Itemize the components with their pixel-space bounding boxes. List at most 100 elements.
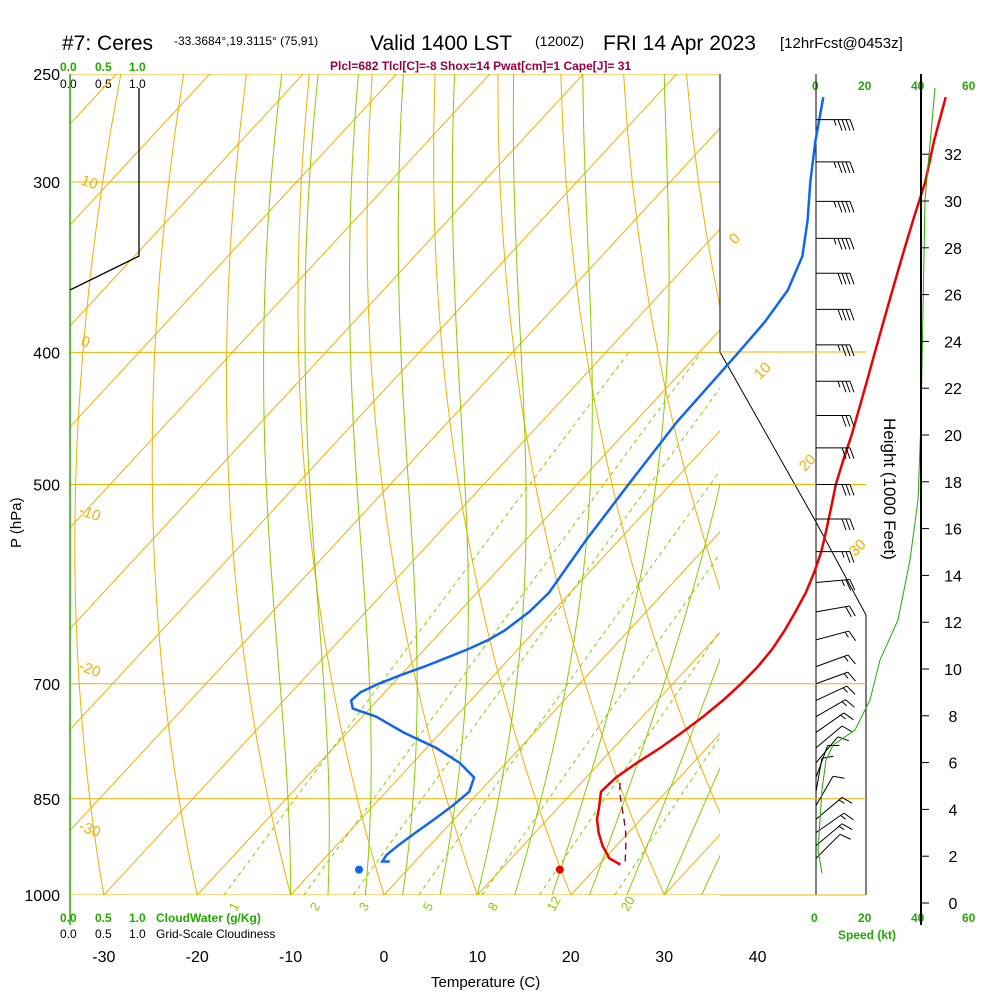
- height-tick-label: 20: [944, 428, 962, 445]
- isotherm-line: [383, 531, 720, 895]
- wind-barb-flag: [845, 606, 852, 618]
- moist-adiabat-line: [589, 482, 720, 895]
- temperature-tick-label: 0: [380, 949, 389, 966]
- wind-barb: [815, 579, 856, 591]
- wind-barb-flag: [841, 447, 847, 460]
- mixing-ratio-label: 12: [544, 893, 564, 913]
- wind-barb-half-flag: [833, 238, 837, 245]
- wind-barb: [816, 200, 855, 213]
- wind-barb: [816, 551, 855, 563]
- moist-adiabat-line: [626, 657, 720, 895]
- wind-speed-top-20: 20: [858, 79, 872, 93]
- wind-barb-staff: [815, 579, 850, 584]
- height-tick-label: 10: [944, 662, 962, 679]
- pressure-tick-label: 300: [33, 175, 60, 192]
- wind-barb: [815, 833, 851, 859]
- wind-barb-half-flag: [833, 161, 837, 169]
- wind-barb: [815, 755, 834, 792]
- surface-temperature-dot: [555, 865, 564, 874]
- wind-speed-top-40: 40: [911, 79, 925, 93]
- wind-barb: [816, 237, 855, 250]
- dry-adiabat-line: [366, 74, 478, 895]
- wind-barb-half-flag: [841, 580, 845, 587]
- wind-barb: [815, 725, 853, 749]
- wind-speed-label: Speed (kt): [838, 928, 896, 942]
- wind-barb: [815, 823, 853, 847]
- wind-barb: [816, 344, 855, 357]
- wind-barb: [815, 605, 856, 618]
- wind-barb: [815, 775, 845, 806]
- wind-barb-half-flag: [838, 799, 845, 804]
- height-tick-label: 8: [949, 709, 958, 726]
- wind-barb-flag: [845, 699, 855, 708]
- wind-barb-flag: [849, 518, 855, 531]
- height-tick-label: 22: [944, 381, 962, 398]
- wind-barb-flag: [843, 812, 854, 821]
- height-tick-label: 6: [949, 756, 958, 773]
- wind-barb-flag: [841, 273, 847, 285]
- isotherm-line: [70, 74, 397, 428]
- dry-adiabat-label: 0: [79, 333, 93, 352]
- cloud-scale-top-green-2: 1.0: [129, 60, 146, 74]
- mixing-ratio-line: [303, 352, 702, 895]
- station-coords: -33.3684°,19.3115° (75,91): [174, 34, 318, 48]
- wind-barb-flag: [845, 161, 851, 174]
- wind-barb-flag: [845, 273, 851, 285]
- wind-barb-flag: [849, 579, 856, 591]
- wind-barb-staff: [815, 699, 846, 718]
- wind-barb-flag: [841, 797, 853, 804]
- pressure-tick-label: 250: [33, 67, 60, 84]
- dry-adiabat-label: 30: [846, 536, 870, 560]
- cloud-scale-top-black-0: 0.0: [60, 77, 77, 91]
- mixing-ratio-line: [418, 469, 720, 895]
- wind-barb-flag: [849, 415, 855, 427]
- forecast-date: FRI 14 Apr 2023: [603, 32, 756, 55]
- wind-barb-flag: [837, 161, 843, 174]
- wind-barb-half-flag: [833, 201, 837, 208]
- wind-barb-flag: [845, 119, 851, 131]
- dry-adiabat-line: [623, 74, 720, 591]
- wind-barb-flag: [841, 309, 847, 321]
- wind-barb-flag: [848, 630, 856, 641]
- height-tick-label: 28: [944, 241, 962, 258]
- wind-barb-staff: [815, 654, 849, 668]
- wind-barb-half-flag: [841, 701, 848, 707]
- wind-barb: [816, 380, 855, 393]
- wind-barb-half-flag: [837, 344, 841, 352]
- mixing-ratio-label: 3: [356, 900, 373, 914]
- pressure-tick-label: 700: [33, 677, 60, 694]
- sounding-profiles: [349, 96, 947, 874]
- height-tick-label: 14: [944, 568, 962, 585]
- moist-adiabat-line: [439, 74, 469, 895]
- parcel-profile-line: [618, 781, 627, 862]
- wind-barb-flag: [849, 381, 855, 393]
- wind-barb: [816, 518, 855, 531]
- temperature-tick-label: 40: [749, 949, 767, 966]
- isotherm-line: [477, 632, 720, 895]
- wind-barb-flag: [845, 201, 851, 213]
- wind-barb-staff: [815, 758, 823, 792]
- wind-barb-half-flag: [840, 814, 846, 820]
- mixing-ratio-line: [538, 630, 720, 895]
- temperature-tick-label: -30: [92, 949, 115, 966]
- plot-frame: [69, 74, 867, 925]
- wind-barb-flag: [845, 484, 851, 496]
- dewpoint-profile-line: [349, 96, 825, 863]
- wind-barb: [816, 308, 855, 321]
- wind-barb-flag: [841, 201, 847, 213]
- x-axis-label: Temperature (C): [431, 974, 540, 991]
- mixing-ratio-line: [614, 736, 720, 895]
- mixing-ratio-line: [352, 387, 720, 895]
- cloudiness-profile: [69, 88, 140, 291]
- wind-speed-bottom-20: 20: [858, 911, 872, 925]
- cloud-scale-bottom-black-2: 1.0: [129, 927, 146, 941]
- wind-barb-staff: [815, 671, 849, 685]
- tropopause-boundary-line: [719, 351, 867, 895]
- dry-adiabat-label: -20: [77, 658, 103, 681]
- pressure-tick-label: 500: [33, 478, 60, 495]
- wind-barb-flag: [841, 518, 847, 531]
- wind-speed-bottom-0: 0: [811, 911, 818, 925]
- dry-adiabat-line: [225, 74, 292, 895]
